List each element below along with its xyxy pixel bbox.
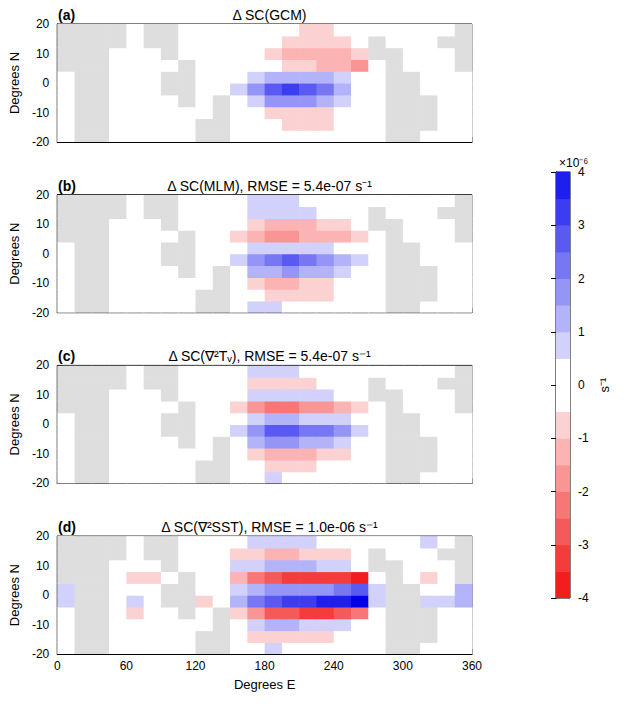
svg-text:Δ SC(MLM), RMSE = 5.4e-07 s⁻¹: Δ SC(MLM), RMSE = 5.4e-07 s⁻¹ [167,178,372,194]
svg-text:(b): (b) [58,178,76,194]
svg-text:-2: -2 [578,485,589,499]
svg-text:3: 3 [578,218,585,232]
svg-text:0: 0 [43,247,50,261]
svg-text:2: 2 [578,272,585,286]
svg-text:20: 20 [36,188,50,202]
svg-text:(a): (a) [58,7,75,23]
svg-text:Degrees N: Degrees N [7,393,22,455]
svg-text:(c): (c) [58,348,75,364]
svg-text:-20: -20 [32,647,50,661]
svg-text:240: 240 [324,659,344,673]
svg-text:Degrees N: Degrees N [7,223,22,285]
svg-text:300: 300 [393,659,413,673]
svg-text:0: 0 [578,378,585,392]
svg-text:-20: -20 [32,476,50,490]
svg-text:10: 10 [36,217,50,231]
svg-text:20: 20 [36,529,50,543]
svg-text:×10⁻⁶: ×10⁻⁶ [559,156,588,170]
svg-text:-10: -10 [32,447,50,461]
svg-text:0: 0 [43,76,50,90]
svg-text:-10: -10 [32,106,50,120]
svg-text:(d): (d) [58,519,76,535]
svg-text:10: 10 [36,559,50,573]
svg-text:20: 20 [36,17,50,31]
svg-text:Degrees E: Degrees E [234,677,296,692]
svg-text:-20: -20 [32,306,50,320]
svg-text:-20: -20 [32,135,50,149]
svg-text:0: 0 [43,588,50,602]
svg-text:Δ SC(GCM): Δ SC(GCM) [233,7,307,23]
svg-text:10: 10 [36,388,50,402]
svg-text:Δ SC(∇²Tᵥ), RMSE = 5.4e-07 s⁻¹: Δ SC(∇²Tᵥ), RMSE = 5.4e-07 s⁻¹ [168,348,371,364]
svg-text:360: 360 [462,659,482,673]
svg-text:20: 20 [36,358,50,372]
svg-text:10: 10 [36,47,50,61]
svg-text:0: 0 [43,417,50,431]
svg-text:-1: -1 [578,431,589,445]
svg-text:Degrees N: Degrees N [7,564,22,626]
svg-text:4: 4 [578,165,585,179]
svg-text:Δ SC(∇²SST), RMSE = 1.0e-06 s⁻: Δ SC(∇²SST), RMSE = 1.0e-06 s⁻¹ [161,519,378,535]
svg-text:0: 0 [54,659,61,673]
svg-text:-3: -3 [578,538,589,552]
svg-text:s⁻¹: s⁻¹ [597,377,612,393]
svg-text:180: 180 [255,659,275,673]
svg-text:60: 60 [120,659,134,673]
svg-text:120: 120 [185,659,205,673]
svg-text:Degrees N: Degrees N [7,52,22,114]
svg-text:1: 1 [578,325,585,339]
svg-text:-10: -10 [32,618,50,632]
svg-text:-10: -10 [32,276,50,290]
svg-text:-4: -4 [578,591,589,605]
